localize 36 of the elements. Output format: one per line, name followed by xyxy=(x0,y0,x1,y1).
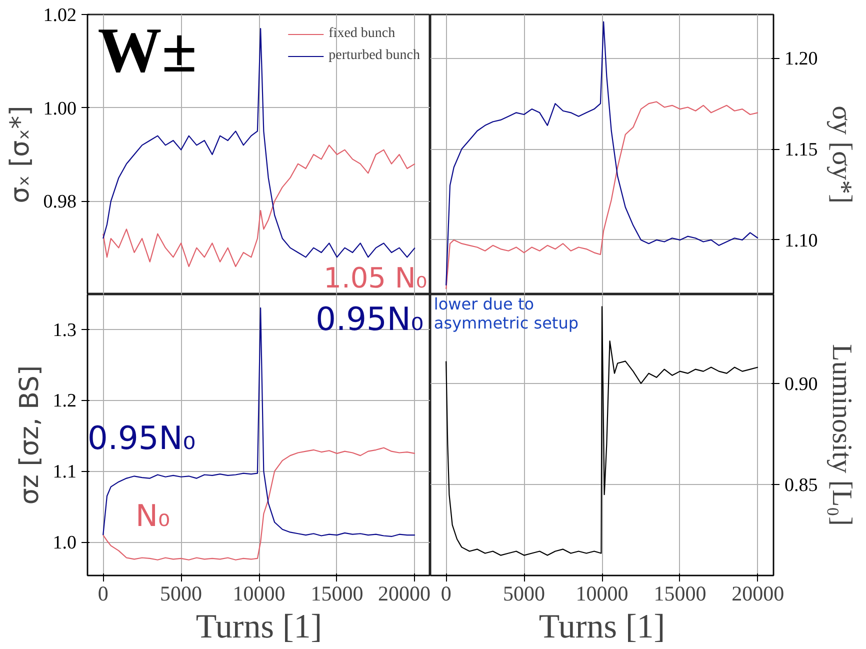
x-axis-title: Turns [1] xyxy=(538,608,666,646)
x-tick-label: 20000 xyxy=(732,582,784,606)
x-tick-label: 15000 xyxy=(654,582,706,606)
x-axis-title: Turns [1] xyxy=(196,608,322,646)
annotation: lower due to asymmetric setup xyxy=(434,294,578,332)
x-tick-label: 5000 xyxy=(160,582,202,606)
y2-tick-label: 1.10 xyxy=(784,230,818,252)
x-tick-label: 0 xyxy=(98,582,108,606)
y2-tick-label: 0.90 xyxy=(784,374,818,395)
y-tick-label: 1.2 xyxy=(52,390,76,412)
x-tick-label: 15000 xyxy=(310,582,364,606)
annotation: 0.95N₀ xyxy=(88,418,196,457)
y2-axis-title: σy [σy*] xyxy=(826,106,857,204)
legend-label: perturbed bunch xyxy=(328,48,420,64)
annotation: 0.95N₀ xyxy=(316,300,424,338)
x-tick-label: 5000 xyxy=(503,582,546,606)
annotation: 1.05 N₀ xyxy=(324,262,428,294)
y-tick-label: 1.0 xyxy=(52,532,76,554)
annotation: N₀ xyxy=(136,498,170,534)
y-tick-label: 1.02 xyxy=(43,5,76,26)
x-tick-label: 10000 xyxy=(232,582,286,606)
annotation: W± xyxy=(98,14,197,86)
y-axis-title: σₓ [σₓ*] xyxy=(5,106,36,204)
y2-axis-title: Luminosity [L₀] xyxy=(826,344,857,526)
x-tick-label: 10000 xyxy=(576,582,628,606)
x-tick-label: 0 xyxy=(440,582,452,606)
legend-label: fixed bunch xyxy=(328,26,396,42)
y-tick-label: 1.3 xyxy=(52,320,76,341)
y2-tick-label: 0.85 xyxy=(784,475,818,496)
y2-tick-label: 1.15 xyxy=(784,140,818,161)
x-tick-label: 20000 xyxy=(378,582,430,606)
y-tick-label: 1.00 xyxy=(43,98,76,120)
y2-tick-label: 1.20 xyxy=(784,48,818,70)
y-tick-label: 1.1 xyxy=(52,462,76,483)
y-tick-label: 0.98 xyxy=(43,192,76,213)
y-axis-title: σz [σz, BS] xyxy=(14,365,45,505)
